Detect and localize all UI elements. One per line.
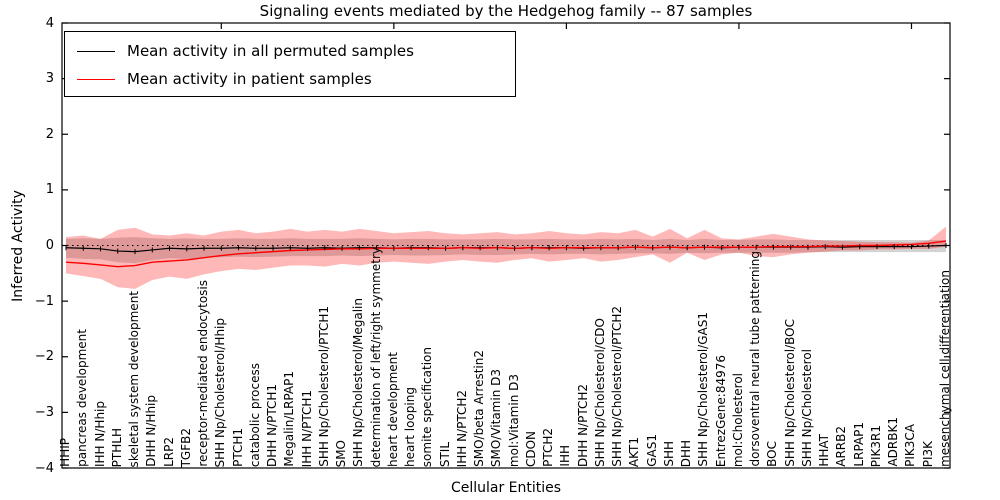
x-category-label: IHH N/Hhip: [92, 401, 107, 467]
x-category-label: mol:Vitamin D3: [506, 373, 521, 467]
x-category-label: SHH Np/Cholesterol/PTCH2: [610, 306, 625, 467]
x-category-label: HHAT: [817, 434, 832, 467]
y-tick-label: −3: [34, 404, 54, 420]
x-category-label: SHH Np/Cholesterol/Hhip: [213, 317, 228, 467]
legend-label: Mean activity in all permuted samples: [127, 42, 414, 60]
x-category-label: DHH N/PTCH1: [265, 383, 280, 467]
x-category-label: SHH Np/Cholesterol/CDO: [592, 318, 607, 467]
y-tick-label: 1: [45, 182, 54, 198]
patient-mean-line: [65, 240, 947, 268]
x-category-label: HHIP: [58, 438, 72, 467]
patient-std-band: [66, 226, 946, 289]
x-category-label: STIL: [437, 441, 452, 467]
x-category-label: SHH Np/Cholesterol/PTCH1: [316, 306, 331, 467]
x-category-label: PIK3R1: [868, 424, 883, 467]
x-category-label: PIK3CA: [903, 424, 918, 467]
x-category-label: ADRBK1: [886, 417, 901, 467]
chart-title: Signaling events mediated by the Hedgeho…: [259, 2, 753, 20]
x-category-label: skeletal system development: [127, 290, 142, 467]
y-tick-label: 0: [45, 238, 54, 253]
x-category-label: catabolic process: [247, 362, 262, 467]
x-category-label: SHH Np/Cholesterol/BOC: [782, 319, 797, 467]
y-tick-label: 4: [45, 15, 54, 31]
x-category-label: ARRB2: [834, 426, 849, 467]
x-category-label: EntrezGene:84976: [713, 354, 728, 467]
legend-entry-patient: Mean activity in patient samples: [65, 68, 372, 90]
y-tick-label: 2: [45, 126, 54, 142]
x-category-label: PTCH1: [230, 428, 245, 467]
x-category-label: PI3K: [920, 440, 935, 467]
x-category-label: TGFB2: [178, 427, 193, 467]
y-tick-label: −2: [34, 349, 54, 365]
x-category-label: IHH N/PTCH1: [299, 389, 314, 467]
legend-line-red: [77, 78, 115, 80]
x-category-label: DHH N/Hhip: [144, 395, 159, 467]
legend-line-black: [77, 50, 115, 52]
legend-label: Mean activity in patient samples: [127, 70, 372, 88]
x-axis-label: Cellular Entities: [450, 480, 562, 496]
x-category-label: SHH Np/Cholesterol/Megalin: [351, 298, 366, 467]
x-category-label: PTCH2: [541, 428, 556, 467]
x-category-label: IHH N/PTCH2: [454, 389, 469, 467]
y-tick-label: −1: [34, 293, 54, 309]
x-category-label: DHH: [679, 439, 694, 467]
x-category-label: LRPAP1: [851, 422, 866, 467]
x-category-label: SMO: [334, 439, 349, 467]
x-category-label: CDON: [523, 430, 538, 467]
x-category-label: dorsoventral neural tube patterning: [748, 251, 763, 467]
x-category-label: receptor-mediated endocytosis: [196, 280, 211, 467]
x-category-label: PTHLH: [109, 427, 124, 467]
x-category-label: BOC: [765, 441, 780, 467]
x-category-label: SHH: [661, 441, 676, 467]
x-category-label: mesenchymal cell differentiation: [938, 270, 952, 467]
x-category-label: DHH N/PTCH2: [575, 383, 590, 467]
y-tick-label: 3: [45, 71, 54, 87]
x-category-label: heart looping: [403, 387, 418, 467]
x-category-label: LRP2: [161, 437, 176, 467]
x-category-label: SMO/beta Arrestin2: [472, 350, 487, 467]
x-category-label: IHH: [558, 445, 573, 467]
x-category-label: AKT1: [627, 436, 642, 467]
x-category-label: determination of left/right symmetry: [368, 246, 383, 467]
x-category-label: pancreas development: [75, 329, 90, 467]
x-category-label: SHH Np/Cholesterol: [799, 349, 814, 467]
x-category-label: somite specification: [420, 346, 435, 467]
permuted-std-band: [66, 237, 946, 264]
x-category-label: mol:Cholesterol: [730, 372, 745, 467]
x-category-label: GAS1: [644, 434, 659, 467]
x-category-label: SMO/Vitamin D3: [489, 368, 504, 467]
y-tick-label: −4: [34, 460, 54, 476]
x-category-label: SHH Np/Cholesterol/GAS1: [696, 312, 711, 467]
x-category-label: heart development: [385, 352, 400, 467]
legend-entry-permuted: Mean activity in all permuted samples: [65, 40, 414, 62]
x-category-label: Megalin/LRPAP1: [282, 371, 297, 467]
legend: Mean activity in all permuted samples Me…: [64, 31, 516, 97]
